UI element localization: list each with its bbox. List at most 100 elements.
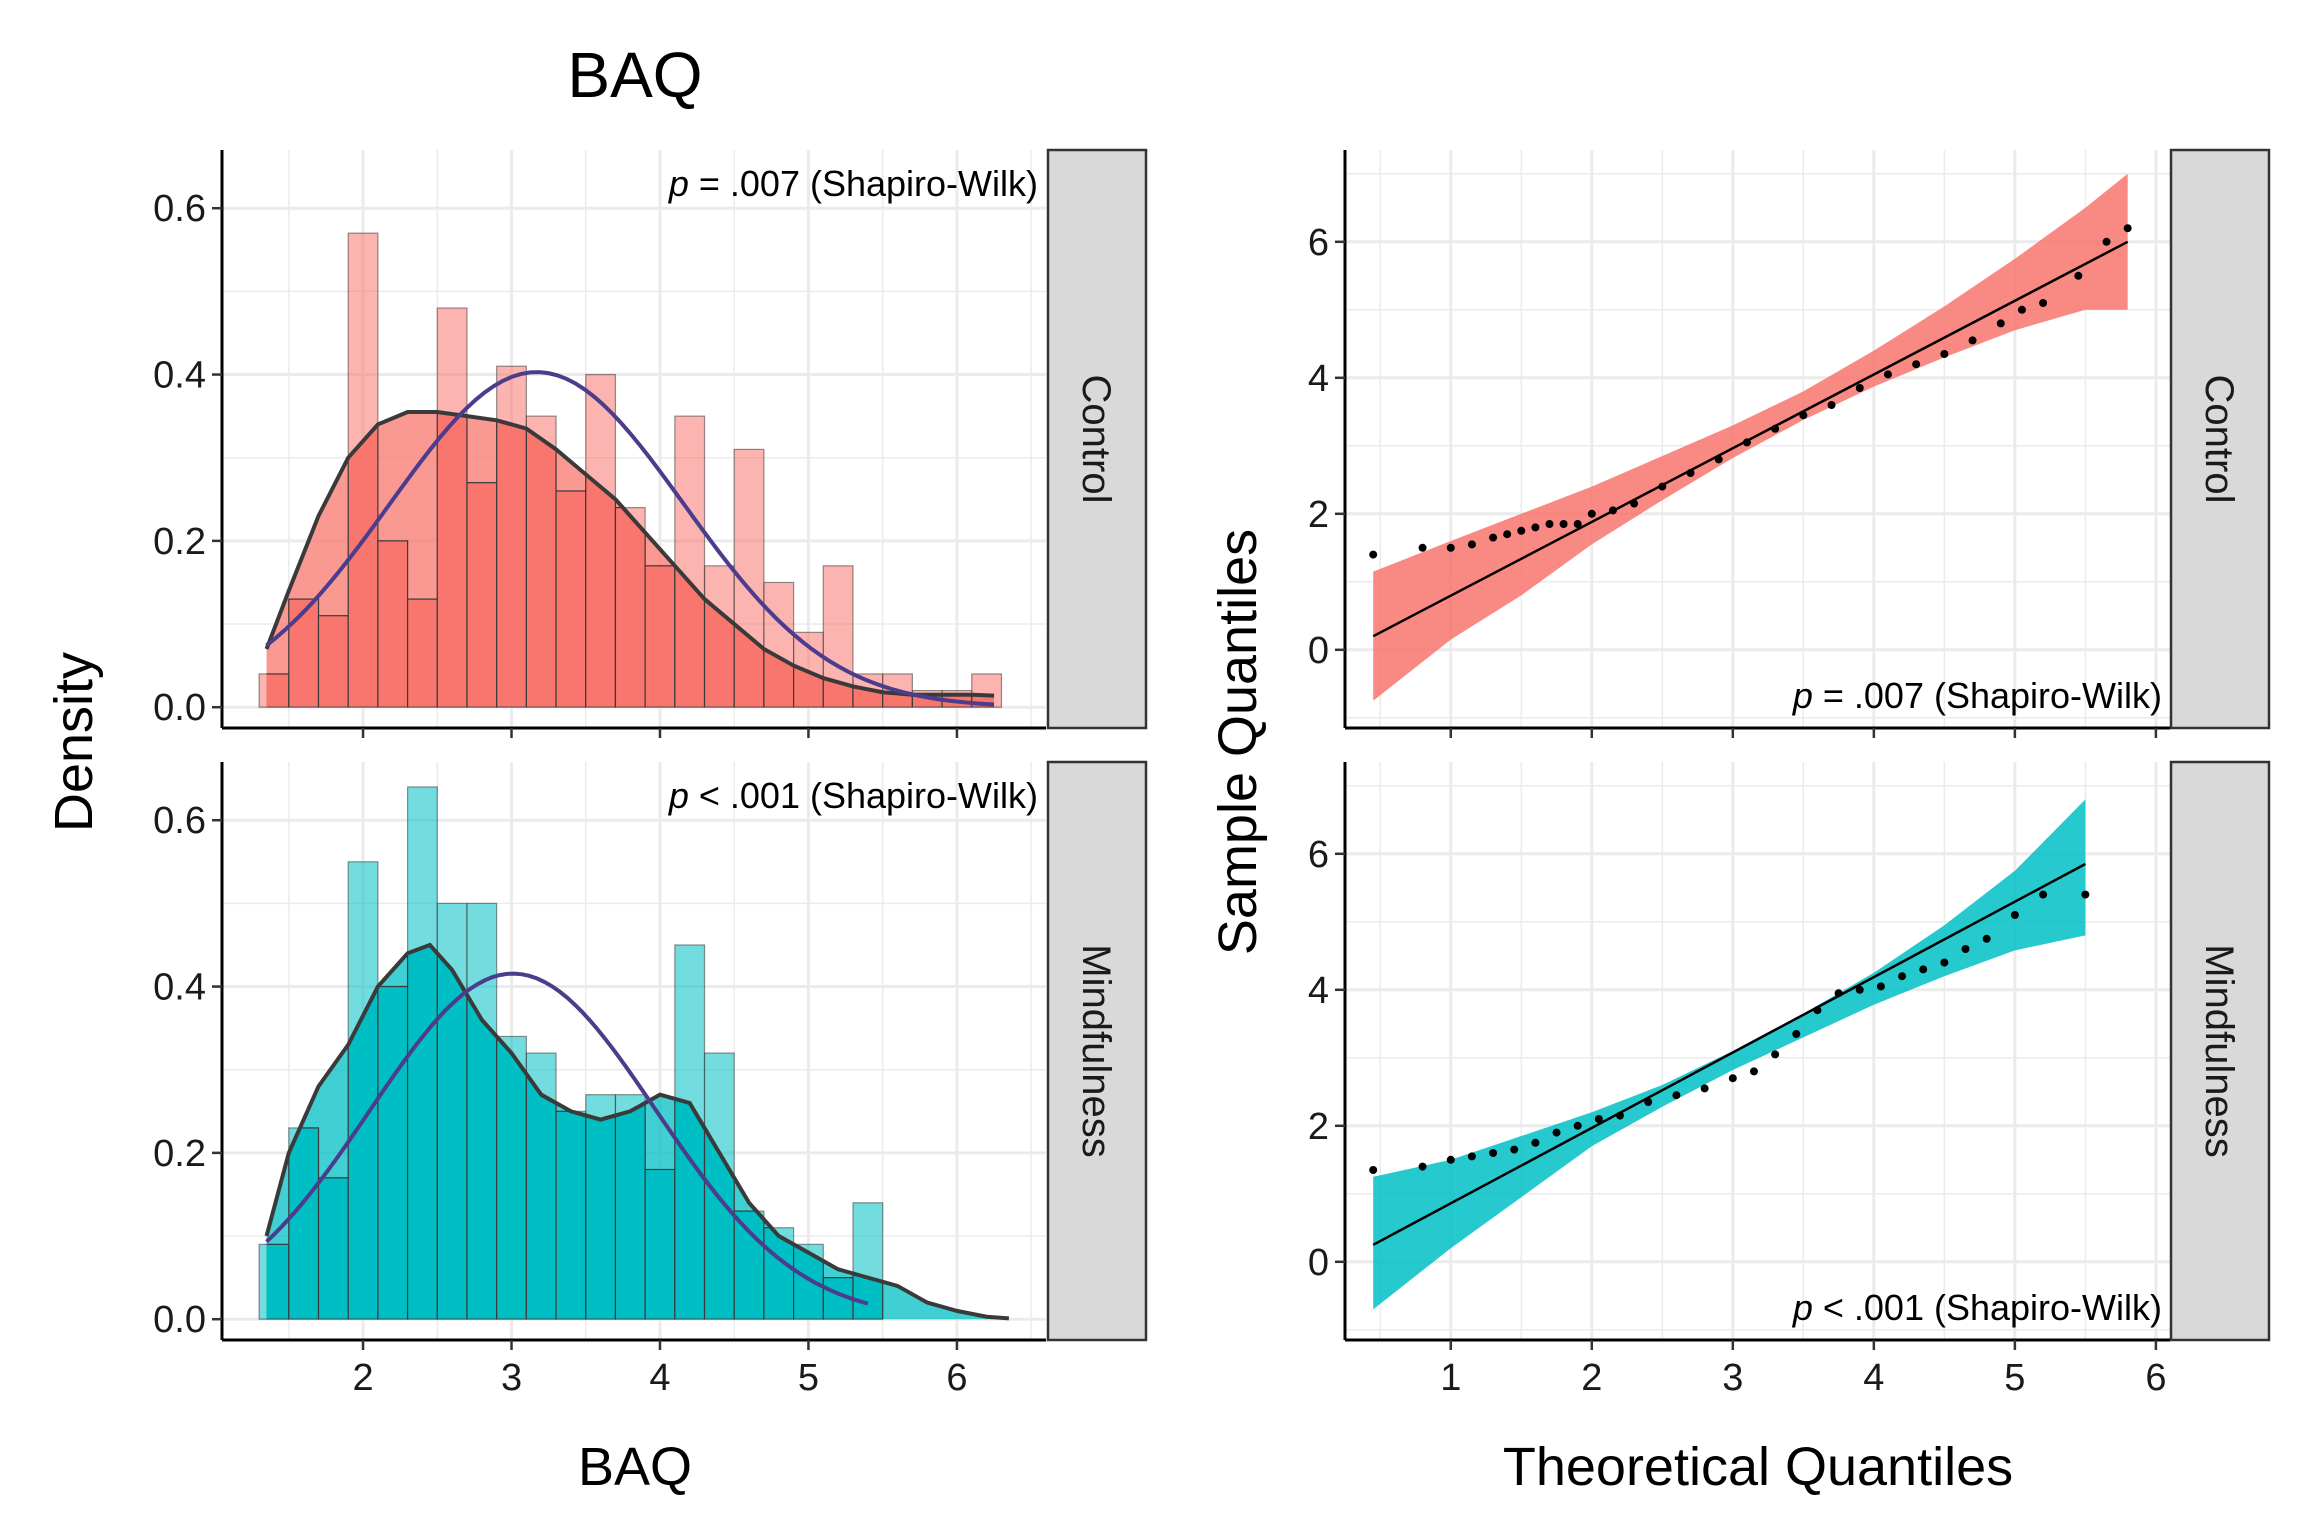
qq-mindfulness-y-tick-label: 6 (1308, 834, 1329, 876)
hist-control-bar-solid (406, 598, 438, 708)
marks-layer (258, 173, 2132, 1321)
hist-mindfulness-normal-curve (265, 971, 869, 1306)
qq-control-point (1503, 530, 1512, 539)
qq-control-point (1489, 533, 1498, 542)
qq-control-point (1559, 520, 1568, 528)
hist-mindfulness-bar-solid (377, 985, 409, 1320)
qq-mindfulness-point (1898, 972, 1907, 981)
hist-mindfulness-shapiro-wilk-annotation: p < .001 (Shapiro-Wilk) (668, 775, 1038, 816)
qq-control-reference-line (1372, 240, 2129, 638)
hist-mindfulness-bar-solid (555, 1110, 587, 1320)
qq-mindfulness-point (1982, 934, 1991, 943)
qq-control-y-tick-label: 0 (1308, 630, 1329, 672)
qq-control-point (1714, 455, 1723, 464)
qq-mindfulness-x-tick-label: 1 (1440, 1357, 1461, 1399)
hist-control-y-tick-label: 0.4 (153, 355, 206, 397)
hist-control-bar-solid (525, 415, 557, 708)
hist-mindfulness-bar-solid (288, 1127, 320, 1320)
hist-mindfulness-density-line (264, 942, 1010, 1321)
qq-mindfulness-y-tick-label: 4 (1308, 970, 1329, 1012)
qq-mindfulness-point (1700, 1084, 1709, 1093)
qq-control-point (1799, 411, 1808, 420)
qq-control-point (1446, 543, 1455, 552)
hist-control-bar-solid (288, 598, 320, 708)
qq-mindfulness-point (2081, 890, 2090, 899)
qq-mindfulness-point (1961, 945, 1970, 953)
qq-control-shapiro-wilk-annotation: p = .007 (Shapiro-Wilk) (1792, 675, 2162, 716)
qq-control-point (2074, 271, 2083, 280)
qq-mindfulness-point (1728, 1074, 1737, 1083)
figure-title: BAQ (567, 39, 702, 111)
hist-mindfulness-y-tick-label: 0.6 (153, 800, 206, 842)
hist-control-bar-solid (466, 482, 498, 708)
qq-mindfulness-point (1644, 1098, 1653, 1106)
hist-mindfulness-bar-solid (317, 1177, 349, 1320)
hist-control-y-tick-label: 0.6 (153, 188, 206, 230)
hist-mindfulness-x-tick-label: 5 (798, 1357, 819, 1399)
qq-mindfulness-point (1672, 1091, 1681, 1100)
hist-control-normal-curve (265, 370, 995, 707)
qq-control-strip (2169, 148, 2271, 730)
qq-control-y-tick-label: 6 (1308, 222, 1329, 264)
axes-layer: 0.0 0.2 0.4 0.6 Control p = .007 (Shapiro-Wil… (153, 148, 2271, 1399)
qq-mindfulness-point (1813, 1006, 1822, 1015)
qq-mindfulness-point (1418, 1162, 1427, 1171)
hist-control-density-line (264, 409, 995, 698)
qq-control-point (1742, 438, 1751, 447)
qq-control-point (1587, 509, 1596, 518)
hist-mindfulness-x-tick-label: 6 (946, 1357, 967, 1399)
hist-control-y-tick-label: 0.2 (153, 521, 206, 563)
hist-mindfulness-bar-solid (644, 1168, 676, 1320)
qq-mindfulness-y-tick-label: 0 (1308, 1242, 1329, 1284)
hist-mindfulness-y-tick-label: 0.0 (153, 1299, 206, 1341)
qq-mindfulness-point (1467, 1152, 1476, 1161)
qq-mindfulness-x-tick-label: 6 (2145, 1357, 2166, 1399)
hist-mindfulness-bar-solid (733, 1210, 765, 1320)
qq-mindfulness-point (1940, 958, 1949, 967)
hist-mindfulness-y-tick-label: 0.2 (153, 1133, 206, 1175)
hist-control-bar-solid (614, 507, 646, 708)
qq-mindfulness-reference-line (1372, 862, 2086, 1246)
qq-mindfulness-y-tick-label: 2 (1308, 1106, 1329, 1148)
qq-control-point (1630, 499, 1639, 508)
hist-mindfulness-bar-solid (436, 944, 468, 1320)
hist-control-bar-solid (377, 540, 409, 708)
qq-mindfulness-point (1749, 1067, 1758, 1076)
qq-control-point (1545, 520, 1554, 528)
qq-mindfulness-point (1573, 1121, 1582, 1130)
hist-mindfulness-bar-solid (585, 1094, 617, 1320)
qq-mindfulness-x-tick-label: 4 (1863, 1357, 1884, 1399)
hist-control-bar-solid (347, 411, 379, 708)
qq-control-point (1968, 336, 1977, 345)
qq-control-point (1912, 360, 1921, 369)
hist-mindfulness-strip-label: Mindfulness (1074, 944, 1118, 1157)
qq-mindfulness-point (1446, 1155, 1455, 1164)
qq-control-point (1369, 550, 1378, 559)
hist-mindfulness-x-tick-label: 3 (501, 1357, 522, 1399)
qq-control-point (1883, 370, 1892, 379)
hist-control-bar-solid (496, 411, 527, 708)
hist-x-axis-title: BAQ (578, 1437, 692, 1497)
qq-control-point (1996, 319, 2005, 328)
hist-control-bar-solid (436, 411, 468, 708)
qq-control-point (1827, 401, 1836, 409)
qq-mindfulness-point (1510, 1145, 1519, 1154)
qq-control-point (2123, 224, 2132, 233)
hist-mindfulness-bar-solid (496, 1035, 527, 1320)
qq-control-point (1517, 526, 1526, 535)
qq-mindfulness-point (1771, 1050, 1780, 1059)
hist-control-bar-solid (555, 490, 587, 708)
qq-control-y-tick-label: 2 (1308, 494, 1329, 536)
qq-mindfulness-x-tick-label: 2 (1581, 1357, 1602, 1399)
qq-control-point (1940, 350, 1949, 358)
hist-control-bar-solid (644, 565, 676, 708)
hist-mindfulness-x-tick-label: 2 (352, 1357, 373, 1399)
qq-mindfulness-point (1369, 1166, 1378, 1174)
qq-control-strip-label: Control (2197, 375, 2241, 504)
qq-mindfulness-point (1594, 1115, 1603, 1123)
qq-mindfulness-strip (2169, 760, 2271, 1342)
qq-mindfulness-point (1531, 1138, 1540, 1147)
hist-mindfulness-x-tick-label: 4 (649, 1357, 670, 1399)
hist-control-strip-label: Control (1074, 375, 1118, 504)
qq-mindfulness-point (1876, 982, 1885, 991)
